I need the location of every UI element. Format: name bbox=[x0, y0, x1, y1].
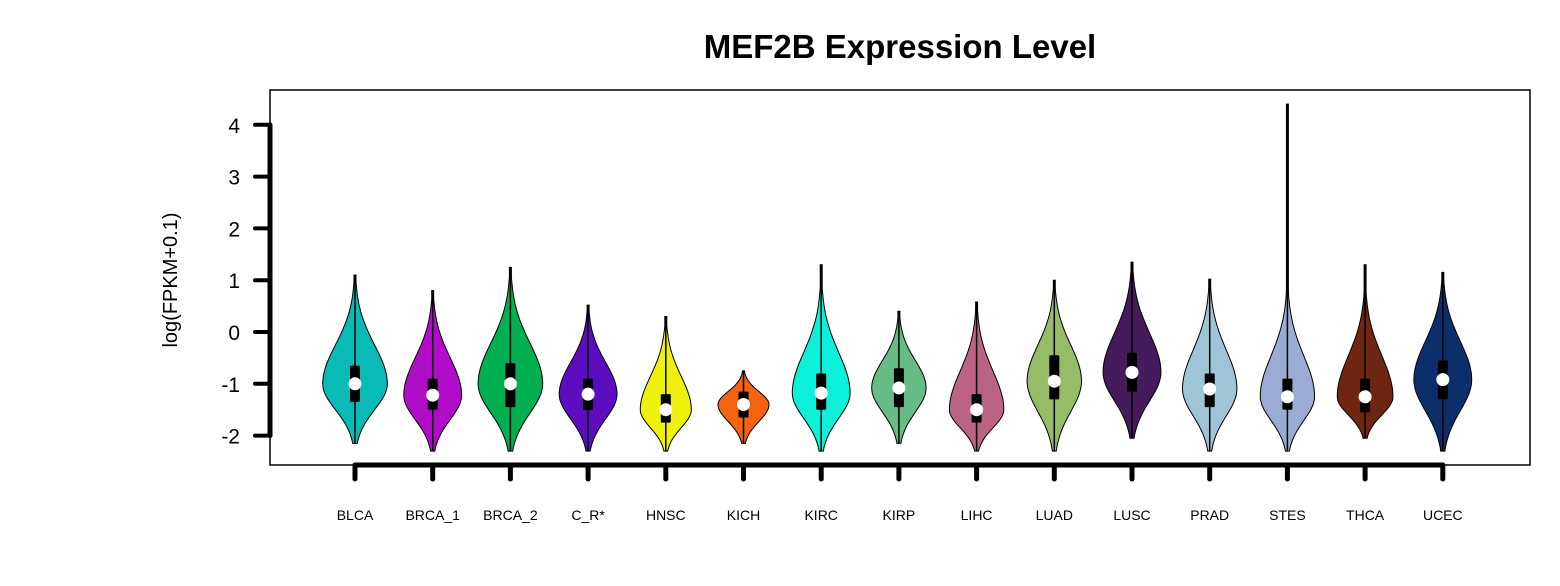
violin-UCEC bbox=[1413, 271, 1473, 452]
violin-median bbox=[892, 381, 906, 395]
violin-KIRC bbox=[791, 264, 851, 452]
violin-median bbox=[426, 388, 440, 402]
violin-median bbox=[1436, 373, 1450, 387]
chart-title: MEF2B Expression Level bbox=[704, 28, 1096, 65]
violin-median bbox=[1203, 382, 1217, 396]
x-tick-label: PRAD bbox=[1190, 507, 1229, 523]
y-tick-label: 2 bbox=[228, 218, 240, 241]
x-tick-label: LUAD bbox=[1036, 507, 1073, 523]
violins bbox=[322, 103, 1473, 452]
x-tick-label: UCEC bbox=[1423, 507, 1463, 523]
y-tick-label: -2 bbox=[221, 426, 240, 449]
x-tick-label: STES bbox=[1269, 507, 1306, 523]
x-tick-label: LIHC bbox=[961, 507, 993, 523]
violin-KICH bbox=[717, 370, 770, 444]
y-tick-label: 0 bbox=[228, 322, 240, 345]
violin-median bbox=[1125, 365, 1139, 379]
violin-LUSC bbox=[1102, 261, 1162, 439]
y-tick-label: -1 bbox=[221, 374, 240, 397]
violin-BRCA_1 bbox=[403, 290, 463, 452]
x-tick-label: C_R* bbox=[571, 507, 605, 523]
violin-median bbox=[581, 387, 595, 401]
violin-PRAD bbox=[1181, 278, 1238, 452]
x-tick-label: BRCA_1 bbox=[405, 507, 460, 523]
x-tick-label: BLCA bbox=[337, 507, 374, 523]
y-tick-label: 4 bbox=[228, 115, 240, 138]
violin-median bbox=[1280, 390, 1294, 404]
violin-BLCA bbox=[322, 274, 388, 444]
violin-median bbox=[737, 398, 750, 412]
x-tick-label: THCA bbox=[1346, 507, 1385, 523]
violin-median bbox=[348, 377, 362, 391]
violin-median bbox=[503, 377, 517, 391]
violin-THCA bbox=[1336, 264, 1394, 439]
y-axis-label: log(FPKM+0.1) bbox=[160, 212, 182, 347]
x-axis: BLCA BRCA_1 BRCA_2 C_R* HNSC KICH KIRC KIRP LIHC… bbox=[337, 462, 1463, 523]
violin-LIHC bbox=[948, 301, 1005, 452]
violin-C_R* bbox=[558, 304, 618, 452]
violin-STES bbox=[1259, 103, 1315, 452]
violin-median bbox=[1047, 374, 1061, 388]
y-tick-label: 1 bbox=[228, 270, 240, 293]
violin-KIRP bbox=[871, 310, 927, 444]
violin-LUAD bbox=[1026, 279, 1082, 452]
x-tick-label: KICH bbox=[727, 507, 760, 523]
violin-median bbox=[1358, 390, 1372, 404]
x-tick-label: KIRC bbox=[804, 507, 837, 523]
violin-median bbox=[970, 403, 984, 417]
violin-BRCA_2 bbox=[477, 266, 544, 452]
x-tick-label: HNSC bbox=[646, 507, 686, 523]
x-tick-label: KIRP bbox=[883, 507, 916, 523]
violin-median bbox=[814, 386, 828, 400]
y-tick-label: 3 bbox=[228, 167, 240, 190]
violin-HNSC bbox=[639, 315, 692, 452]
x-tick-label: BRCA_2 bbox=[483, 507, 538, 523]
y-axis: -2 -1 0 1 2 3 4 bbox=[221, 115, 273, 449]
x-tick-label: LUSC bbox=[1113, 507, 1150, 523]
violin-median bbox=[659, 403, 673, 417]
